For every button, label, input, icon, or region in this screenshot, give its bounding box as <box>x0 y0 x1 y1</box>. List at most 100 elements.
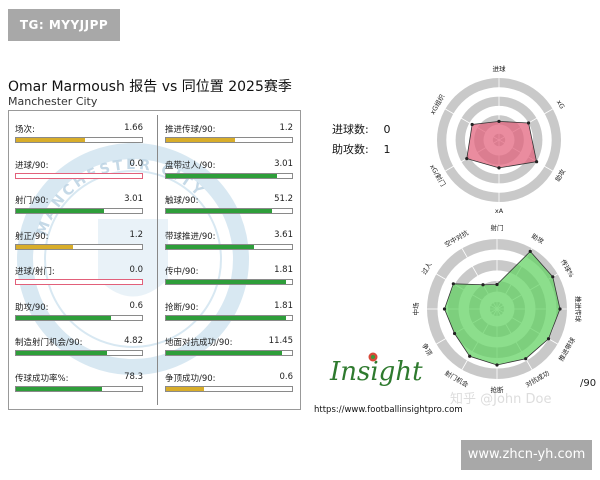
metric-bar-fill <box>16 386 102 391</box>
metric-bar-track <box>165 385 293 392</box>
metric-value: 1.66 <box>124 123 143 133</box>
metric-value: 51.2 <box>274 194 293 204</box>
metric-bar-fill <box>166 280 286 284</box>
radar-axis-label: 助攻 <box>553 167 568 183</box>
metric-1-5: 抢断/90: 1.81 <box>165 301 293 331</box>
radar-point <box>468 354 472 358</box>
metric-label: 触球/90: <box>165 196 199 206</box>
metric-value: 0.6 <box>279 371 293 382</box>
page-subtitle: Manchester City <box>8 95 98 108</box>
radar-point <box>534 160 539 164</box>
radar-point <box>442 307 447 311</box>
metric-bar-fill <box>166 173 277 178</box>
metric-bar-fill <box>16 209 105 213</box>
metric-bar-fill <box>166 386 204 391</box>
metric-0-7: 传球成功率%: 78.3 <box>15 372 143 402</box>
radar-axis-label: xG <box>555 99 566 111</box>
metric-0-2: 射门/90: 3.01 <box>15 194 143 224</box>
crest-watermark-icon: MANCHESTER CITY <box>17 143 249 375</box>
metric-0-5: 助攻/90: 0.6 <box>15 301 143 331</box>
metric-label: 争顶成功/90: <box>165 373 216 384</box>
metric-value: 11.45 <box>268 336 293 346</box>
radar-axis-label: 进球 <box>493 64 507 73</box>
metric-0-4: 进球/射门: 0.0 <box>15 265 143 295</box>
metric-bar-track <box>15 137 143 143</box>
metric-bar-track <box>165 350 293 356</box>
metric-label: 盘带过人/90: <box>165 160 216 171</box>
metric-bar-track <box>15 172 143 179</box>
metric-value: 1.81 <box>274 265 293 275</box>
metric-bar-track <box>165 279 293 285</box>
logo-ball-icon <box>368 352 378 362</box>
radar-axis-label: 抢断 <box>491 385 505 394</box>
radar-axis-label: 中场 <box>411 302 420 316</box>
counts-box: 进球数: 0 助攻数: 1 <box>332 121 391 161</box>
radar-axis-label: 传球% <box>559 258 576 279</box>
radar-point <box>495 363 499 367</box>
radar-point <box>451 282 455 286</box>
metric-1-0: 推进传球/90: 1.2 <box>165 123 293 153</box>
metric-value: 4.82 <box>124 336 143 346</box>
metric-bar-track <box>165 208 293 214</box>
metric-label: 带球推进/90: <box>165 231 216 242</box>
metric-label: 射正/90: <box>15 231 49 242</box>
radar-point <box>497 166 501 170</box>
metric-bar-fill <box>166 244 255 249</box>
metric-bar-track <box>15 208 143 214</box>
metric-label: 制造射门机会/90: <box>15 338 83 348</box>
radar-point <box>495 282 499 287</box>
source-url: https://www.footballinsightpro.com <box>314 405 463 415</box>
metric-value: 0.6 <box>129 300 143 311</box>
radar-axis-label: 助攻 <box>530 231 546 246</box>
radar-axis-label: 推进传球 <box>574 296 583 323</box>
radar-axis-label: xA <box>495 207 504 215</box>
metric-0-6: 制造射门机会/90: 4.82 <box>15 336 143 366</box>
metric-bar-fill <box>166 138 236 142</box>
assists-count-row: 助攻数: 1 <box>332 141 391 161</box>
radar-point <box>526 121 531 125</box>
metric-1-1: 盘带过人/90: 3.01 <box>165 159 293 189</box>
metric-bar-fill <box>16 138 86 142</box>
per90-label: /90 <box>580 378 597 389</box>
radar-polygon <box>466 120 538 169</box>
metric-0-3: 射正/90: 1.2 <box>15 230 143 260</box>
metric-bar-track <box>15 279 143 285</box>
column-divider <box>157 115 158 405</box>
credit-watermark: 知乎 @John Doe <box>450 392 552 407</box>
metric-label: 地面对抗成功/90: <box>165 338 233 348</box>
radar-axis-label: 过人 <box>419 260 434 276</box>
metric-label: 场次: <box>15 125 35 135</box>
page-title: Omar Marmoush 报告 vs 同位置 2025赛季 <box>8 79 292 95</box>
metric-bar-fill <box>16 351 107 355</box>
metric-bar-track <box>15 314 143 321</box>
radar-point <box>465 157 469 161</box>
assists-count-value: 1 <box>383 143 391 156</box>
radar-axis-label: 争顶 <box>420 341 435 357</box>
radar-point <box>524 357 528 361</box>
metric-label: 推进传球/90: <box>165 125 216 135</box>
radar-point <box>470 122 474 127</box>
metric-label: 抢断/90: <box>165 302 199 313</box>
goals-count-value: 0 <box>383 123 391 136</box>
metrics-panel: MANCHESTER CITY 场次: 1.66 进球/90: 0.0 射门/90: 3.… <box>8 110 301 410</box>
assists-count-label: 助攻数: <box>332 143 369 156</box>
metric-bar-track <box>15 350 143 356</box>
radar-point <box>497 119 501 123</box>
metric-label: 传中/90: <box>165 267 199 277</box>
metric-value: 1.2 <box>129 229 143 240</box>
metric-1-7: 争顶成功/90: 0.6 <box>165 372 293 402</box>
insight-logo: Insight <box>330 357 423 387</box>
metric-label: 进球/射门: <box>15 267 55 277</box>
metric-label: 传球成功率%: <box>15 373 69 384</box>
radar-axis-label: 射门 <box>491 223 504 232</box>
metric-bar-track <box>165 243 293 250</box>
metric-1-4: 传中/90: 1.81 <box>165 265 293 295</box>
radar-point <box>528 249 532 254</box>
metric-value: 3.61 <box>274 229 293 240</box>
radar-point <box>452 331 457 336</box>
tag-badge: TG: MYYJJPP <box>8 9 120 41</box>
metric-bar-fill <box>166 315 286 320</box>
metric-value: 1.2 <box>279 123 293 133</box>
metric-value: 3.01 <box>274 158 293 169</box>
